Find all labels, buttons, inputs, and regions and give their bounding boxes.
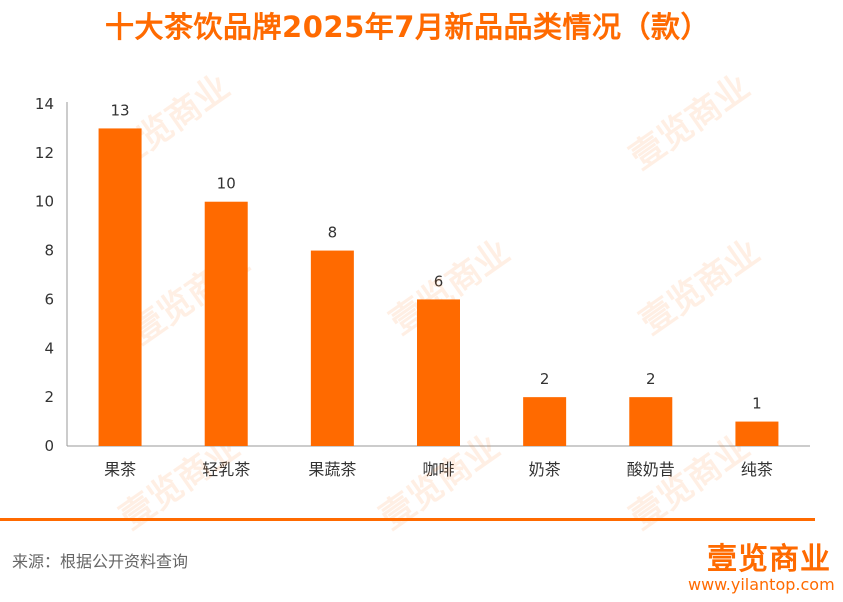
bar (204, 201, 248, 446)
y-tick-label: 0 (44, 437, 54, 455)
bar-chart: 0 2 4 6 8 10 12 14 13 果茶 10 轻乳茶 8 果蔬茶 6 咖啡 2 奶茶 2 酸奶昔 1 纯茶 (35, 95, 810, 479)
bar (523, 397, 567, 446)
y-tick-label: 2 (44, 388, 54, 406)
y-tick-label: 12 (35, 144, 54, 162)
data-label: 10 (217, 175, 236, 193)
x-tick-label: 纯茶 (741, 460, 773, 479)
y-tick-label: 10 (35, 193, 54, 211)
y-tick-label: 14 (35, 95, 54, 113)
x-tick-label: 酸奶昔 (627, 460, 675, 479)
brand-url: www.yilantop.com (688, 575, 835, 594)
data-label: 13 (111, 101, 130, 119)
y-tick-label: 4 (44, 339, 54, 357)
source-note: 来源：根据公开资料查询 (12, 552, 189, 571)
x-tick-label: 轻乳茶 (202, 460, 250, 479)
bar (629, 397, 673, 446)
data-label: 6 (434, 272, 444, 290)
data-label: 2 (540, 370, 550, 388)
data-label: 8 (328, 224, 338, 242)
bar (417, 299, 460, 446)
chart-title: 十大茶饮品牌2025年7月新品品类情况（款） (105, 10, 710, 44)
x-tick-label: 果茶 (104, 460, 136, 479)
x-tick-label: 果蔬茶 (308, 460, 356, 479)
brand-logo: 壹览商业 (707, 542, 831, 577)
bar (735, 421, 779, 446)
y-tick-label: 6 (44, 290, 54, 308)
bar (98, 128, 142, 446)
footer-divider (0, 518, 815, 521)
bar (310, 250, 354, 446)
x-tick-label: 咖啡 (422, 460, 454, 479)
y-tick-label: 8 (44, 242, 54, 260)
x-tick-label: 奶茶 (529, 460, 561, 479)
data-label: 2 (646, 370, 656, 388)
data-label: 1 (752, 395, 762, 413)
